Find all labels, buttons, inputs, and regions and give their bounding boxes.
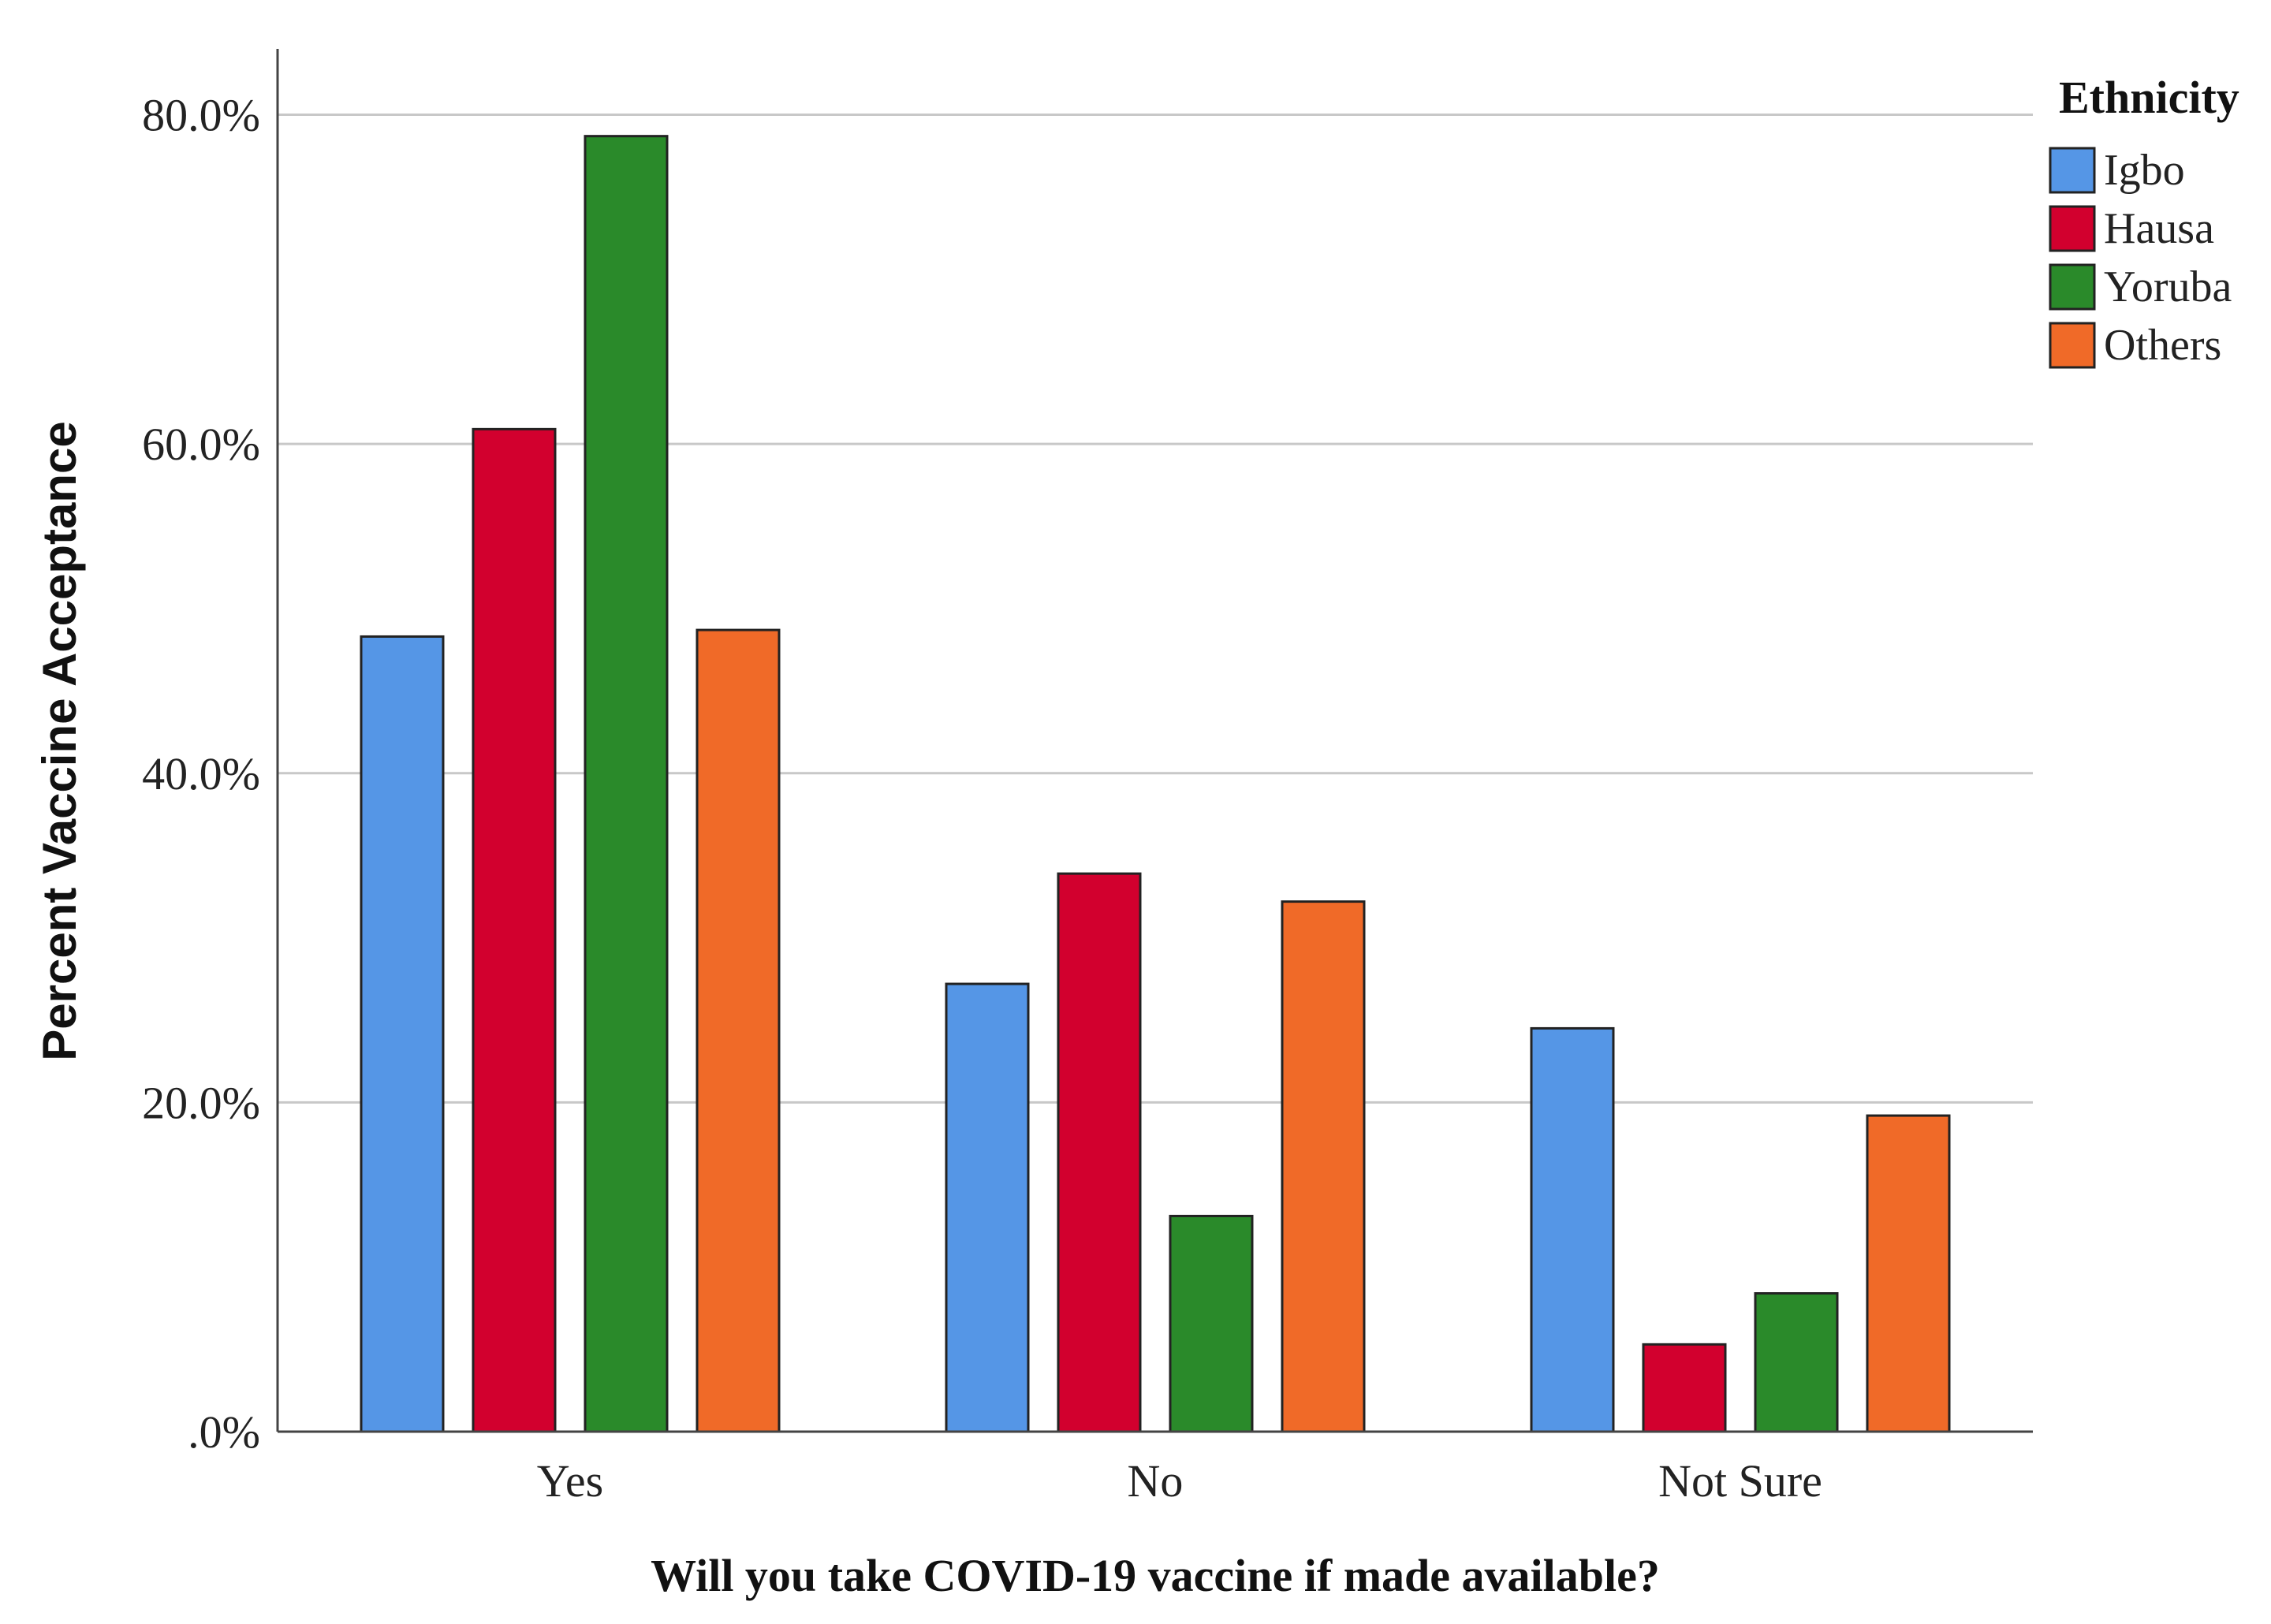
bar-others-no — [1281, 900, 1366, 1433]
x-category-label: No — [1128, 1455, 1184, 1507]
bar-yoruba-not-sure — [1754, 1292, 1839, 1433]
x-category-labels: Yes No Not Sure — [537, 1455, 1822, 1507]
y-tick-labels: .0% 20.0% 40.0% 60.0% 80.0% — [142, 90, 260, 1458]
bar-igbo-not-sure — [1530, 1026, 1615, 1433]
bar-igbo-yes — [360, 635, 445, 1433]
x-axis-label: Will you take COVID-19 vaccine if made a… — [651, 1550, 1660, 1601]
legend-label-yoruba: Yoruba — [2104, 263, 2232, 311]
axes — [276, 49, 2033, 1433]
y-axis-label: Percent Vaccine Acceptance — [33, 421, 86, 1061]
legend-swatch-igbo — [2049, 147, 2096, 194]
bar-others-not-sure — [1866, 1114, 1951, 1433]
gridlines — [278, 114, 2033, 1104]
legend: Ethnicity Igbo Hausa Yoruba Others — [2049, 72, 2239, 370]
bar-yoruba-no — [1169, 1214, 1254, 1433]
y-tick-label: 40.0% — [142, 748, 260, 799]
legend-label-others: Others — [2104, 321, 2221, 370]
y-tick-label: 60.0% — [142, 419, 260, 470]
legend-label-hausa: Hausa — [2104, 204, 2214, 253]
bars — [360, 135, 1951, 1433]
bar-hausa-yes — [472, 427, 557, 1433]
y-tick-label: .0% — [188, 1406, 260, 1458]
y-tick-label: 20.0% — [142, 1077, 260, 1128]
bar-yoruba-yes — [584, 135, 669, 1433]
legend-swatch-hausa — [2049, 205, 2096, 252]
bar-others-yes — [695, 628, 781, 1433]
bar-hausa-not-sure — [1642, 1343, 1727, 1433]
bar-igbo-no — [945, 982, 1030, 1433]
legend-swatch-others — [2049, 322, 2096, 369]
legend-title: Ethnicity — [2059, 72, 2239, 123]
legend-swatch-yoruba — [2049, 263, 2096, 311]
x-category-label: Not Sure — [1658, 1455, 1822, 1507]
bar-hausa-no — [1057, 872, 1142, 1433]
y-tick-label: 80.0% — [142, 90, 260, 141]
legend-label-igbo: Igbo — [2104, 146, 2185, 195]
x-category-label: Yes — [537, 1455, 603, 1507]
